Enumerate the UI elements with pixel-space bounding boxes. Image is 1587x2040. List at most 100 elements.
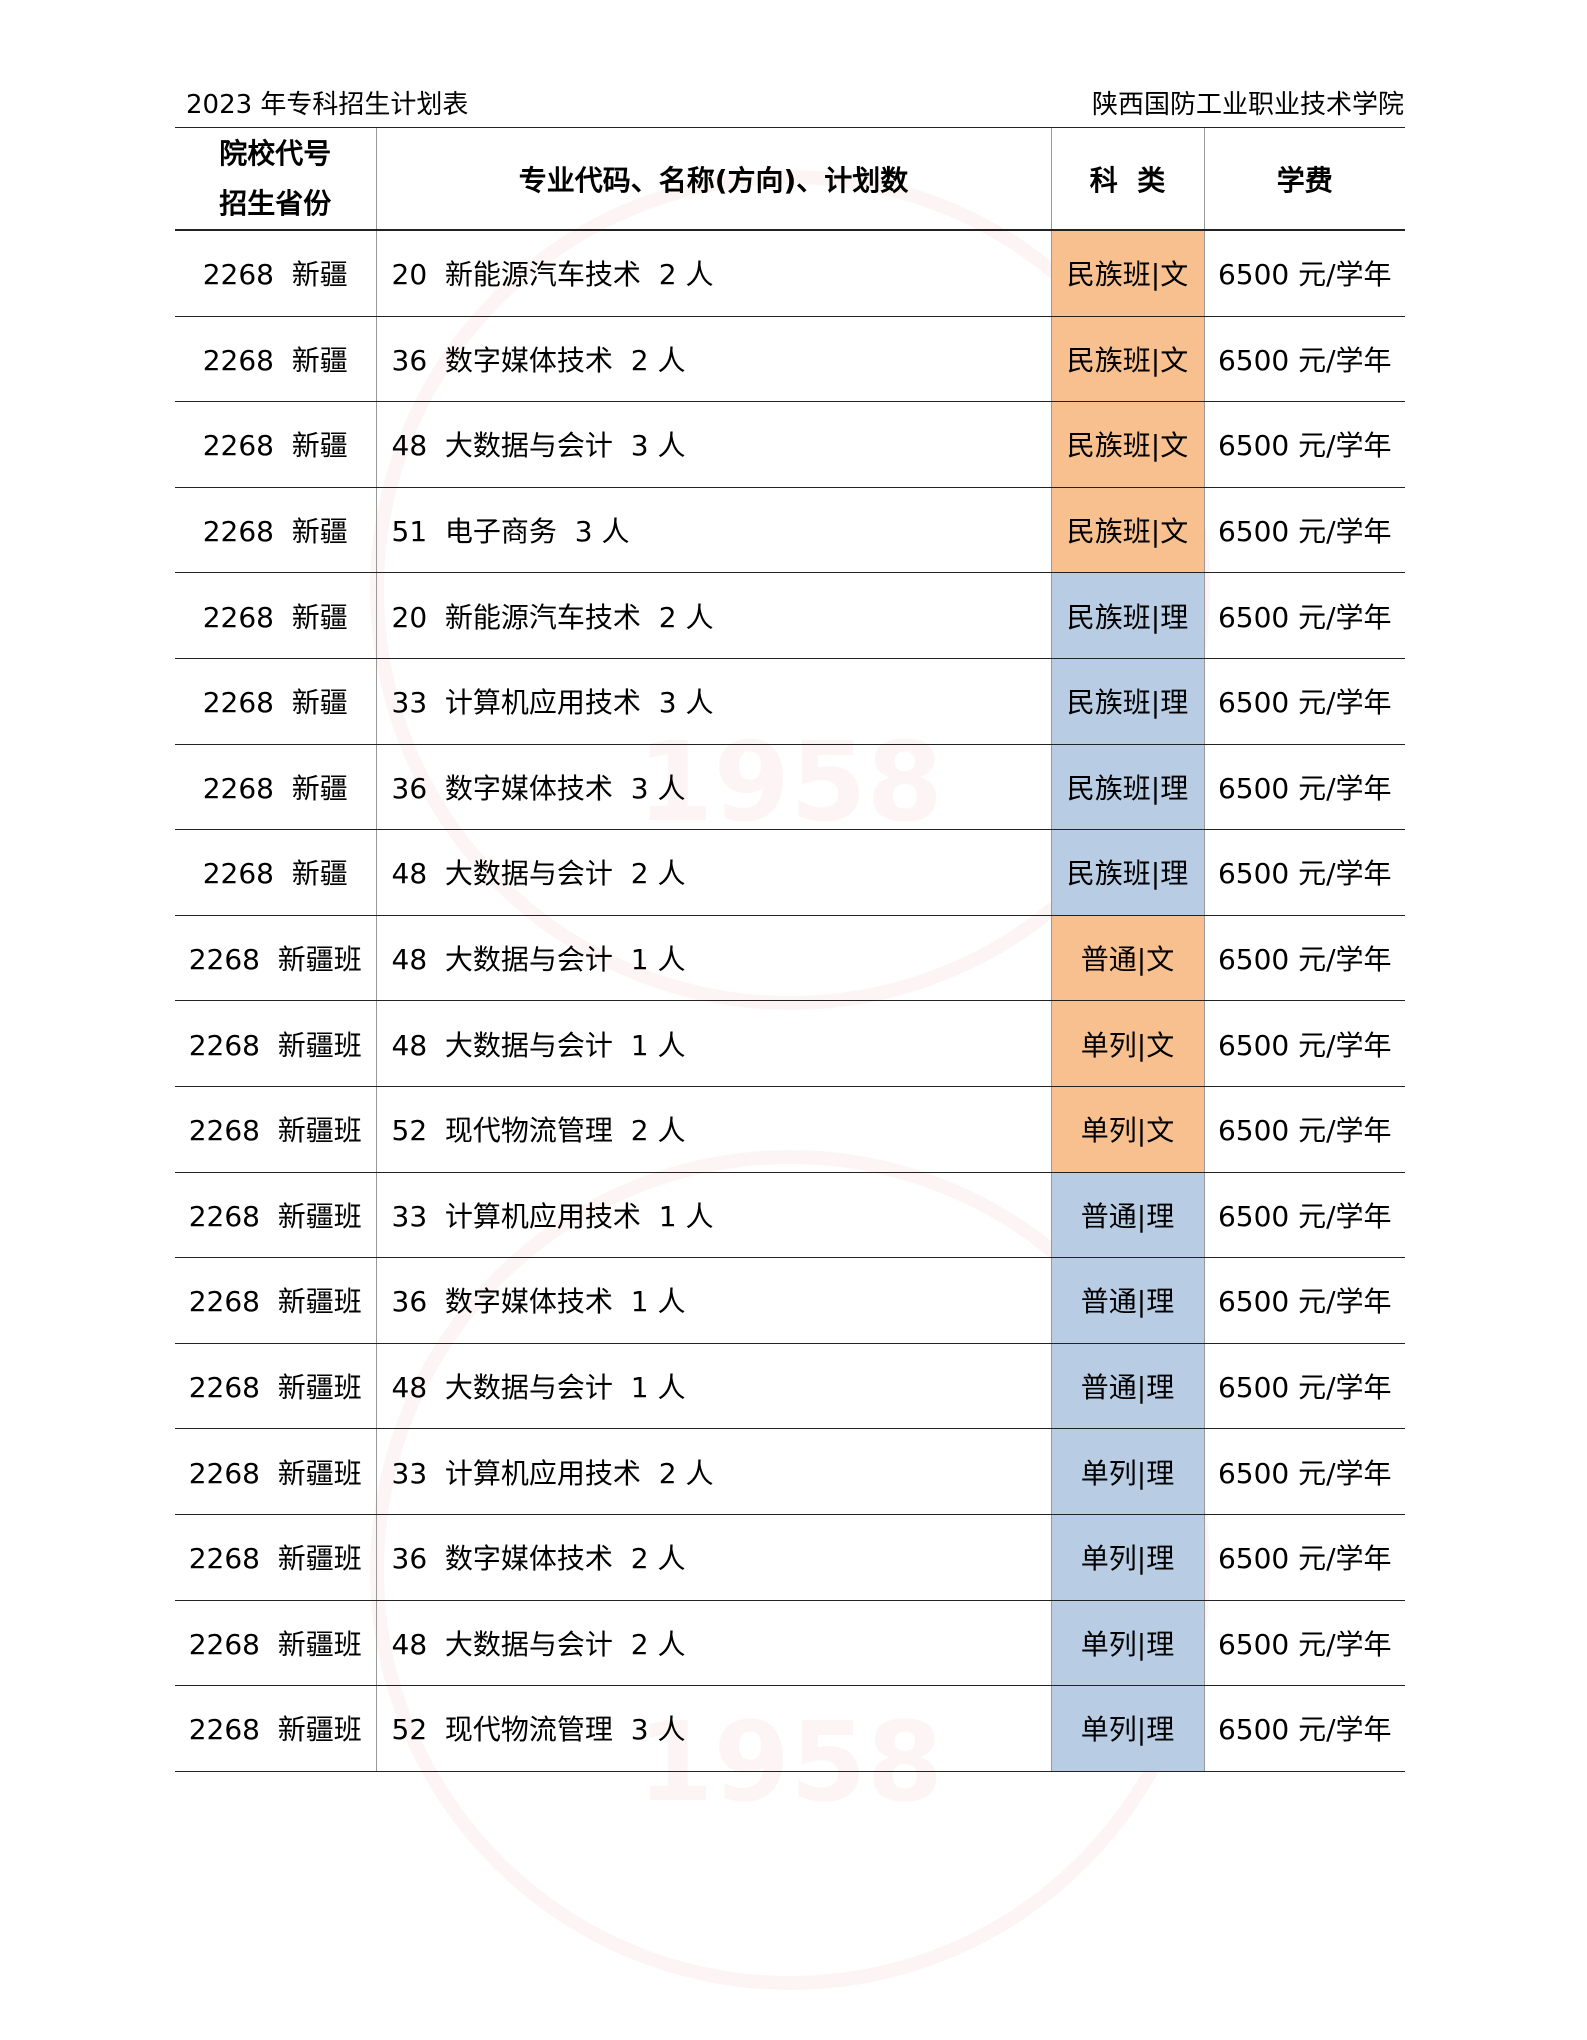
cell-category: 民族班|理 [1050, 744, 1204, 831]
cell-fee: 6500 元/学年 [1203, 1428, 1405, 1515]
column-header-major: 专业代码、名称(方向)、计划数 [375, 127, 1051, 231]
table-row: 2268 新疆班 52 现代物流管理 2 人单列|文 6500 元/学年 [175, 1086, 1405, 1173]
cell-province: 2268 新疆班 [175, 1428, 376, 1515]
cell-major: 52 现代物流管理 3 人 [375, 1685, 1051, 1772]
cell-fee: 6500 元/学年 [1203, 1257, 1405, 1344]
cell-major: 52 现代物流管理 2 人 [375, 1086, 1051, 1173]
cell-fee: 6500 元/学年 [1203, 1600, 1405, 1687]
cell-category: 民族班|文 [1050, 487, 1204, 574]
cell-category: 普通|理 [1050, 1172, 1204, 1259]
cell-fee: 6500 元/学年 [1203, 658, 1405, 745]
cell-fee: 6500 元/学年 [1203, 487, 1405, 574]
cell-province: 2268 新疆 [175, 230, 376, 317]
table-row: 2268 新疆班 36 数字媒体技术 1 人普通|理 6500 元/学年 [175, 1257, 1405, 1344]
table-header-row: 院校代号招生省份 专业代码、名称(方向)、计划数 科 类 学费 [175, 127, 1405, 231]
cell-major: 36 数字媒体技术 1 人 [375, 1257, 1051, 1344]
cell-major: 51 电子商务 3 人 [375, 487, 1051, 574]
table-row: 2268 新疆班 48 大数据与会计 1 人单列|文 6500 元/学年 [175, 1000, 1405, 1087]
cell-category: 单列|文 [1050, 1086, 1204, 1173]
cell-province: 2268 新疆 [175, 487, 376, 574]
school-name: 陕西国防工业职业技术学院 [1091, 90, 1404, 120]
cell-province: 2268 新疆班 [175, 1600, 376, 1687]
cell-fee: 6500 元/学年 [1203, 915, 1405, 1002]
cell-fee: 6500 元/学年 [1203, 316, 1405, 403]
cell-fee: 6500 元/学年 [1203, 401, 1405, 488]
table-row: 2268 新疆班 36 数字媒体技术 2 人单列|理 6500 元/学年 [175, 1514, 1405, 1601]
cell-fee: 6500 元/学年 [1203, 1343, 1405, 1430]
column-header-category: 科 类 [1050, 127, 1204, 231]
header-line: 院校代号 [219, 136, 332, 170]
cell-fee: 6500 元/学年 [1203, 1685, 1405, 1772]
cell-major: 33 计算机应用技术 2 人 [375, 1428, 1051, 1515]
cell-fee: 6500 元/学年 [1203, 744, 1405, 831]
cell-major: 33 计算机应用技术 3 人 [375, 658, 1051, 745]
cell-province: 2268 新疆 [175, 658, 376, 745]
cell-fee: 6500 元/学年 [1203, 1086, 1405, 1173]
cell-fee: 6500 元/学年 [1203, 1514, 1405, 1601]
cell-fee: 6500 元/学年 [1203, 829, 1405, 916]
cell-major: 36 数字媒体技术 3 人 [375, 744, 1051, 831]
cell-province: 2268 新疆班 [175, 1343, 376, 1430]
cell-category: 普通|理 [1050, 1257, 1204, 1344]
column-header-fee: 学费 [1203, 127, 1405, 231]
cell-province: 2268 新疆 [175, 572, 376, 659]
cell-major: 48 大数据与会计 3 人 [375, 401, 1051, 488]
cell-category: 民族班|理 [1050, 572, 1204, 659]
table-row: 2268 新疆班 48 大数据与会计 1 人普通|文 6500 元/学年 [175, 915, 1405, 1002]
cell-province: 2268 新疆班 [175, 1086, 376, 1173]
cell-category: 民族班|文 [1050, 401, 1204, 488]
cell-category: 单列|理 [1050, 1428, 1204, 1515]
cell-province: 2268 新疆 [175, 829, 376, 916]
table-row: 2268 新疆班 48 大数据与会计 2 人单列|理 6500 元/学年 [175, 1600, 1405, 1687]
cell-province: 2268 新疆班 [175, 1000, 376, 1087]
table-row: 2268 新疆 48 大数据与会计 2 人民族班|理 6500 元/学年 [175, 829, 1405, 916]
cell-fee: 6500 元/学年 [1203, 230, 1405, 317]
column-header-province: 院校代号 招生省份 [175, 127, 376, 231]
cell-province: 2268 新疆班 [175, 1514, 376, 1601]
table-row: 2268 新疆 51 电子商务 3 人民族班|文 6500 元/学年 [175, 487, 1405, 574]
cell-category: 民族班|理 [1050, 829, 1204, 916]
cell-major: 48 大数据与会计 1 人 [375, 1000, 1051, 1087]
cell-province: 2268 新疆班 [175, 915, 376, 1002]
cell-major: 48 大数据与会计 2 人 [375, 829, 1051, 916]
cell-category: 普通|文 [1050, 915, 1204, 1002]
cell-province: 2268 新疆 [175, 316, 376, 403]
cell-category: 民族班|理 [1050, 658, 1204, 745]
cell-major: 36 数字媒体技术 2 人 [375, 316, 1051, 403]
cell-category: 普通|理 [1050, 1343, 1204, 1430]
cell-major: 20 新能源汽车技术 2 人 [375, 230, 1051, 317]
cell-province: 2268 新疆班 [175, 1172, 376, 1259]
table-row: 2268 新疆 33 计算机应用技术 3 人民族班|理 6500 元/学年 [175, 658, 1405, 745]
table-row: 2268 新疆班 48 大数据与会计 1 人普通|理 6500 元/学年 [175, 1343, 1405, 1430]
document-title: 2023 年专科招生计划表 [186, 90, 469, 120]
cell-category: 单列|理 [1050, 1685, 1204, 1772]
cell-major: 33 计算机应用技术 1 人 [375, 1172, 1051, 1259]
table-row: 2268 新疆 48 大数据与会计 3 人民族班|文 6500 元/学年 [175, 401, 1405, 488]
cell-fee: 6500 元/学年 [1203, 1000, 1405, 1087]
cell-major: 36 数字媒体技术 2 人 [375, 1514, 1051, 1601]
cell-category: 单列|文 [1050, 1000, 1204, 1087]
cell-fee: 6500 元/学年 [1203, 1172, 1405, 1259]
table-row: 2268 新疆 36 数字媒体技术 3 人民族班|理 6500 元/学年 [175, 744, 1405, 831]
cell-province: 2268 新疆 [175, 744, 376, 831]
cell-category: 单列|理 [1050, 1514, 1204, 1601]
table-row: 2268 新疆班 52 现代物流管理 3 人单列|理 6500 元/学年 [175, 1685, 1405, 1772]
table-row: 2268 新疆班 33 计算机应用技术 2 人单列|理 6500 元/学年 [175, 1428, 1405, 1515]
cell-major: 20 新能源汽车技术 2 人 [375, 572, 1051, 659]
cell-province: 2268 新疆 [175, 401, 376, 488]
cell-category: 单列|理 [1050, 1600, 1204, 1687]
table-row: 2268 新疆 20 新能源汽车技术 2 人民族班|理 6500 元/学年 [175, 572, 1405, 659]
cell-province: 2268 新疆班 [175, 1685, 376, 1772]
header-line: 招生省份 [219, 186, 332, 220]
cell-fee: 6500 元/学年 [1203, 572, 1405, 659]
enrollment-plan-table: 院校代号 招生省份 专业代码、名称(方向)、计划数 科 类 学费 2268 新疆 2… [175, 127, 1405, 1772]
cell-major: 48 大数据与会计 1 人 [375, 1343, 1051, 1430]
cell-province: 2268 新疆班 [175, 1257, 376, 1344]
table-row: 2268 新疆 20 新能源汽车技术 2 人民族班|文 6500 元/学年 [175, 230, 1405, 317]
cell-major: 48 大数据与会计 2 人 [375, 1600, 1051, 1687]
cell-category: 民族班|文 [1050, 230, 1204, 317]
cell-major: 48 大数据与会计 1 人 [375, 915, 1051, 1002]
table-row: 2268 新疆 36 数字媒体技术 2 人民族班|文 6500 元/学年 [175, 316, 1405, 403]
table-row: 2268 新疆班 33 计算机应用技术 1 人普通|理 6500 元/学年 [175, 1172, 1405, 1259]
cell-category: 民族班|文 [1050, 316, 1204, 403]
